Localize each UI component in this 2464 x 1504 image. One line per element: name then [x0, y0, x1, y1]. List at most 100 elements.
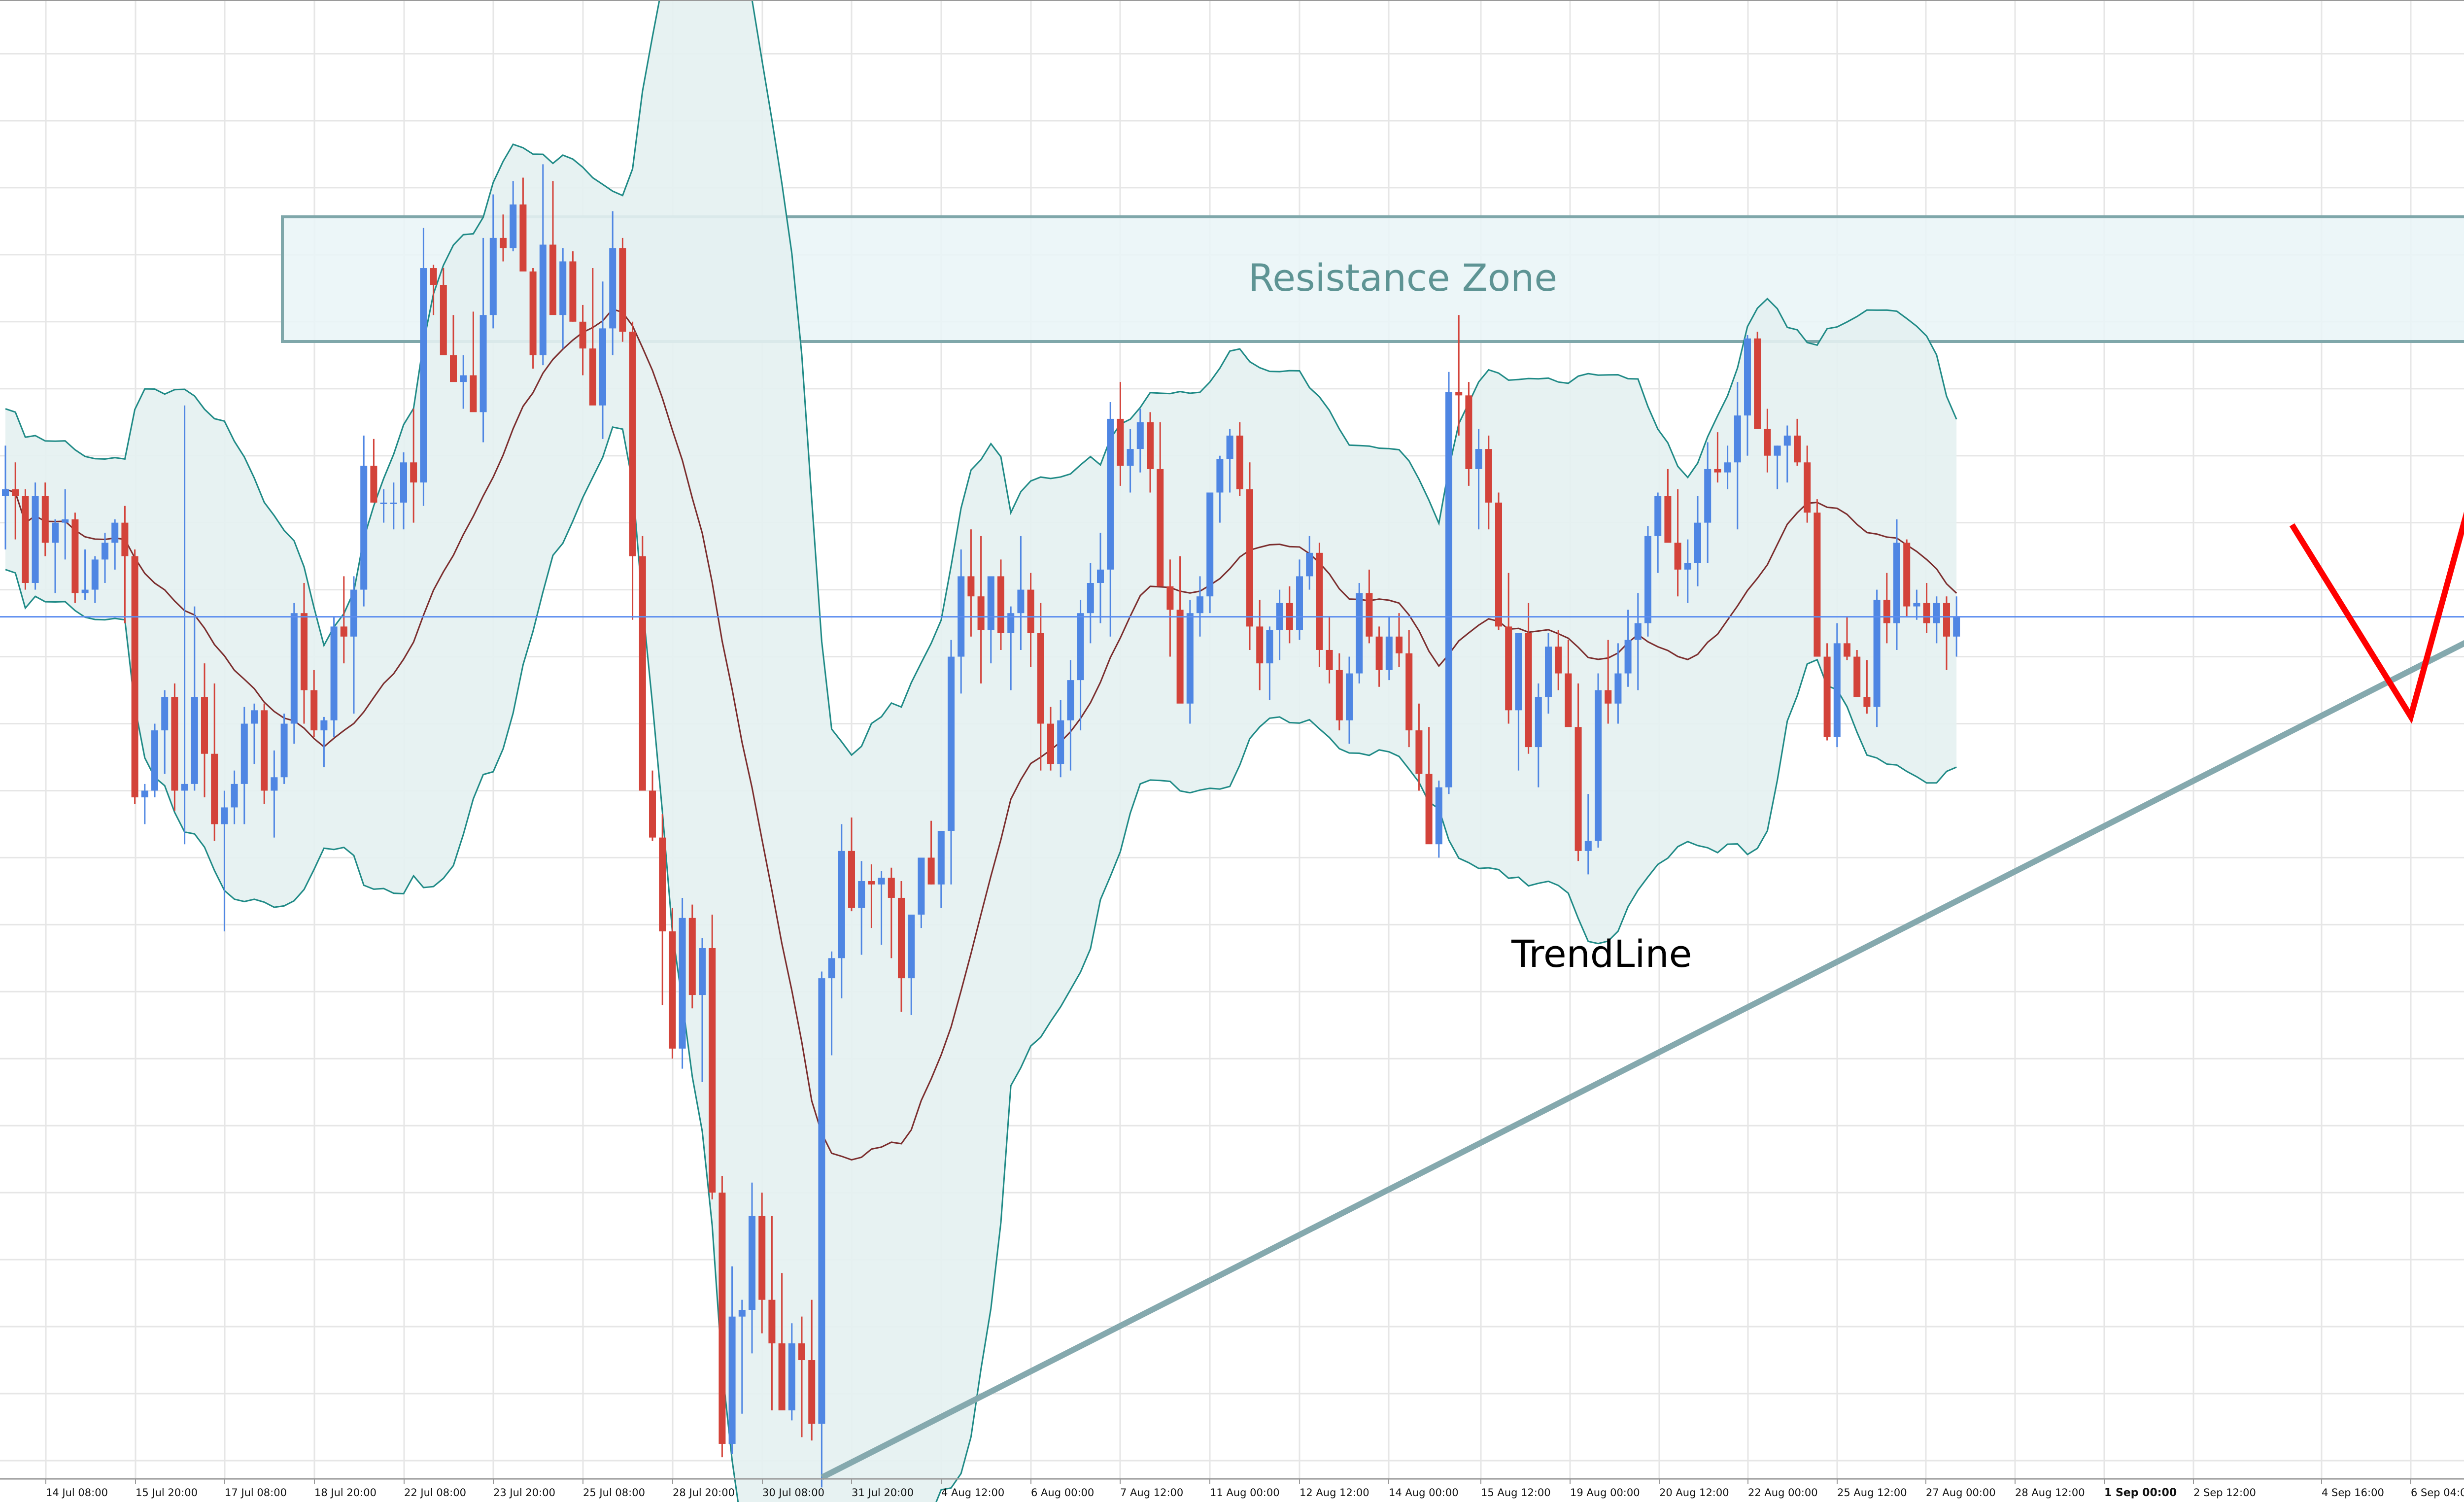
candle-body — [539, 244, 547, 355]
candle-body — [948, 656, 955, 831]
candle-bullish — [1136, 409, 1144, 473]
candle-bearish — [758, 1193, 766, 1333]
candle-bullish — [1644, 526, 1651, 637]
candle-bearish — [1246, 462, 1253, 650]
trendline-drawing[interactable] — [821, 545, 2464, 1480]
candle-body — [878, 878, 885, 885]
candle-body — [927, 857, 935, 885]
candle-body — [1415, 730, 1423, 774]
candle-bearish — [1047, 707, 1054, 771]
candle-body — [1027, 589, 1034, 633]
candle-body — [1584, 841, 1592, 851]
candle-bearish — [1664, 469, 1672, 543]
candle-body — [1047, 723, 1054, 764]
candle-bearish — [1943, 596, 1950, 670]
candle-body — [1744, 338, 1751, 416]
candle-body — [290, 613, 298, 724]
candle-bearish — [1505, 573, 1512, 724]
candle-bullish — [231, 770, 238, 824]
candle-body — [688, 918, 696, 995]
trendline-label: TrendLine — [1511, 932, 1692, 976]
candle-bearish — [898, 881, 905, 1012]
candle-body — [1754, 338, 1761, 429]
candle-body — [1624, 640, 1632, 674]
time-tick-label: 6 Aug 00:00 — [1031, 1487, 1094, 1499]
candles — [2, 164, 1960, 1488]
candle-body — [749, 1216, 755, 1310]
candle-bullish — [460, 355, 467, 409]
candle-bullish — [1127, 429, 1134, 493]
candle-body — [171, 697, 178, 791]
candle-bearish — [1326, 616, 1333, 684]
candle-body — [221, 807, 228, 824]
candle-bearish — [1794, 418, 1801, 466]
candle-body — [798, 1343, 805, 1361]
projection-arrows[interactable] — [2289, 347, 2464, 724]
candle-bearish — [1555, 630, 1562, 690]
candle-body — [52, 522, 59, 543]
candle-bearish — [1485, 435, 1492, 530]
candle-body — [1296, 576, 1303, 630]
candle-bullish — [1266, 626, 1273, 700]
candle-bearish — [1574, 683, 1582, 861]
candle-body — [1833, 643, 1841, 737]
trendline[interactable] — [821, 545, 2464, 1480]
candle-bullish — [1385, 616, 1393, 681]
candle-bullish — [828, 951, 835, 1056]
candle-body — [410, 462, 417, 483]
time-tick-label: 27 Aug 00:00 — [1926, 1487, 1996, 1499]
candle-bullish — [1535, 683, 1542, 787]
candle-body — [1037, 633, 1044, 724]
candle-bullish — [1067, 660, 1074, 771]
candle-body — [1953, 616, 1960, 637]
candle-bullish — [918, 857, 925, 928]
candle-body — [1545, 647, 1552, 697]
candle-bearish — [1396, 613, 1403, 667]
candle-body — [1664, 496, 1672, 543]
candle-body — [1794, 435, 1801, 463]
candle-body — [659, 837, 666, 931]
candle-bullish — [1077, 599, 1084, 731]
candle-bearish — [1754, 332, 1761, 429]
candle-body — [489, 238, 497, 315]
candle-bearish — [1903, 539, 1911, 616]
candle-body — [848, 851, 855, 908]
candle-body — [420, 268, 427, 483]
candle-bullish — [271, 750, 278, 838]
candle-bearish — [261, 703, 268, 804]
candle-bullish — [1435, 781, 1442, 858]
candle-body — [1405, 653, 1413, 731]
candle-body — [360, 466, 368, 590]
candle-body — [261, 710, 268, 791]
candle-body — [1555, 647, 1562, 674]
candle-body — [1067, 680, 1074, 720]
candle-bullish — [81, 549, 89, 600]
projection-zigzag-arrow[interactable] — [2289, 358, 2464, 724]
candle-body — [1117, 418, 1124, 466]
candle-body — [1256, 626, 1264, 664]
candle-body — [1216, 459, 1224, 493]
candle-bearish — [1166, 559, 1174, 657]
candle-bullish — [1624, 610, 1632, 687]
candle-bullish — [948, 640, 955, 885]
candle-bullish — [1783, 425, 1791, 483]
candle-bullish — [1097, 533, 1104, 623]
candle-bearish — [1823, 643, 1831, 741]
candle-bearish — [977, 536, 985, 684]
candle-bullish — [878, 871, 885, 945]
time-tick-label: 1 Sep 00:00 — [2104, 1487, 2177, 1499]
candle-bullish — [1216, 455, 1224, 523]
candle-bullish — [858, 861, 865, 955]
time-axis-labels: 14 Jul 08:00 15 Jul 20:00 17 Jul 08:00 18 J… — [45, 1479, 2464, 1499]
arrow-shaft[interactable] — [2289, 358, 2464, 724]
candle-bearish — [669, 908, 676, 1059]
candle-body — [559, 261, 567, 315]
candle-bullish — [32, 482, 39, 590]
candle-body — [1266, 630, 1273, 664]
candle-body — [1206, 492, 1214, 597]
candle-bullish — [510, 181, 517, 252]
candle-body — [1087, 583, 1094, 614]
candle-bullish — [539, 164, 547, 366]
